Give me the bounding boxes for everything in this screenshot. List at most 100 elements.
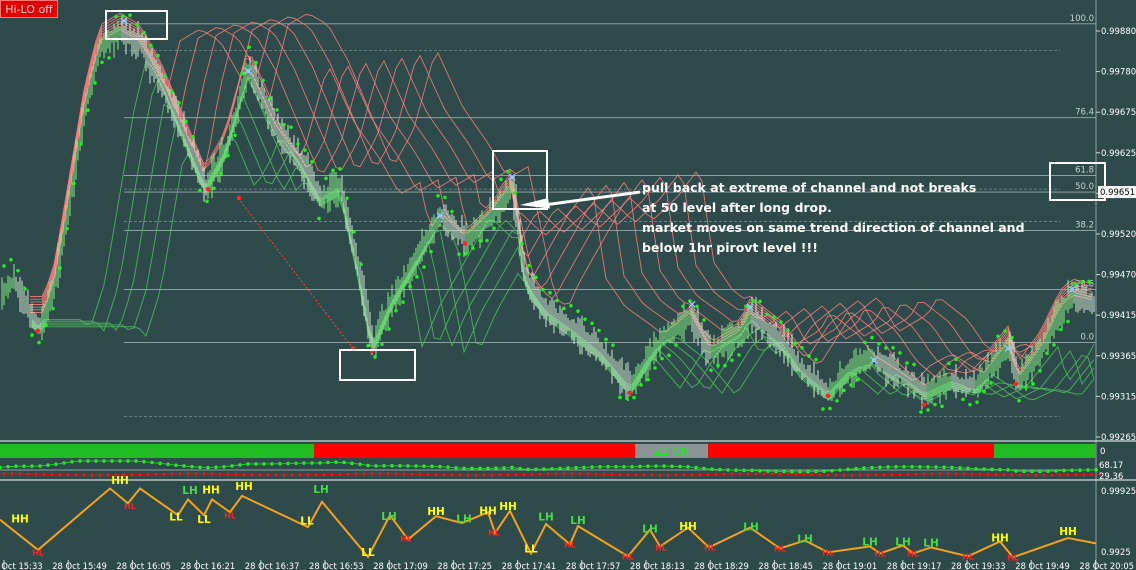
swing-label-7: LL <box>169 512 183 524</box>
parabolic-sar-dot <box>548 291 552 295</box>
swing-high-marker-4 <box>688 300 696 308</box>
x-tick-label: 28 Oct 16:21 <box>181 561 236 570</box>
swing-high-marker-2 <box>508 173 516 181</box>
parabolic-sar-dot <box>807 354 811 358</box>
parabolic-sar-dot <box>296 142 300 146</box>
parabolic-sar-dot <box>100 60 104 65</box>
swing-label-26: HL <box>655 543 667 552</box>
parabolic-sar-dot <box>282 122 286 127</box>
x-tick-label: 28 Oct 20:05 <box>1079 561 1134 570</box>
fib-label-76.4: 76.4 <box>1075 108 1094 118</box>
parabolic-sar-dot <box>891 345 895 350</box>
parabolic-sar-dot <box>702 318 706 322</box>
parabolic-sar-dot <box>331 168 335 173</box>
parabolic-sar-dot <box>961 397 965 402</box>
parabolic-sar-dot <box>828 406 832 411</box>
fib-label-0.0: 0.0 <box>1080 333 1094 343</box>
swing-label-34: HL <box>874 549 886 558</box>
parabolic-sar-dot <box>695 304 699 309</box>
parabolic-sar-dot <box>520 241 524 246</box>
swing-label-4: LH <box>182 485 197 497</box>
parabolic-sar-dot <box>954 357 958 362</box>
zigzag-line <box>0 487 1097 559</box>
swing-label-1: HL <box>32 548 44 557</box>
parabolic-sar-dot <box>254 60 258 65</box>
parabolic-sar-dot <box>289 125 293 129</box>
oscillator-value-1: 29.36 <box>1099 472 1123 482</box>
swing-label-17: HH <box>479 506 497 518</box>
y-tick-label: 0.99265 <box>1101 433 1136 443</box>
parabolic-sar-dot <box>618 395 622 400</box>
x-tick-label: 28 Oct 19:49 <box>1015 561 1070 570</box>
oscillator-value-0: 68.17 <box>1099 461 1123 471</box>
parabolic-sar-dot <box>436 194 440 198</box>
parabolic-sar-dot <box>37 340 41 345</box>
swing-high-marker-7 <box>1004 344 1012 353</box>
parabolic-sar-dot <box>863 340 867 345</box>
parabolic-sar-dot <box>373 355 377 359</box>
parabolic-sar-dot <box>345 196 349 201</box>
hilo-off-button[interactable]: Hi-LO off <box>0 0 58 18</box>
parabolic-sar-dot <box>429 249 433 254</box>
parabolic-sar-dot <box>758 299 762 304</box>
swing-high-marker-0 <box>120 17 128 25</box>
swing-label-41: HH <box>1059 526 1077 538</box>
parabolic-sar-dot <box>975 400 979 404</box>
parabolic-sar-dot <box>639 383 643 387</box>
parabolic-sar-dot <box>912 362 916 367</box>
parabolic-sar-dot <box>408 284 412 289</box>
parabolic-sar-dot <box>86 108 90 112</box>
x-tick-label: 28 Oct 18:13 <box>630 561 685 570</box>
parabolic-sar-dot <box>233 133 237 138</box>
parabolic-sar-dot <box>905 361 909 365</box>
y-tick-label: 0.99365 <box>1101 352 1136 362</box>
parabolic-sar-dot <box>107 56 111 60</box>
parabolic-sar-dot <box>569 303 573 308</box>
moving-average-red-5 <box>30 15 1093 360</box>
parabolic-sar-dot <box>793 341 797 346</box>
swing-high-marker-6 <box>870 356 878 364</box>
swing-high-marker-1 <box>244 67 252 75</box>
swing-label-21: LH <box>538 512 553 524</box>
x-tick-label: 28 Oct 19:17 <box>887 561 942 570</box>
parabolic-sar-dot <box>324 176 328 181</box>
parabolic-sar-dot <box>114 14 118 19</box>
parabolic-sar-dot <box>940 404 944 409</box>
parabolic-sar-dot <box>471 246 475 251</box>
annotation-arrow <box>543 190 641 207</box>
parabolic-sar-dot <box>583 317 587 322</box>
parabolic-sar-dot <box>786 328 790 333</box>
x-tick-label: 28 Oct 16:05 <box>116 561 171 570</box>
parabolic-sar-dot <box>534 275 538 280</box>
swing-label-13: LH <box>381 511 396 523</box>
parabolic-sar-dot <box>716 363 720 368</box>
parabolic-sar-dot <box>177 101 181 105</box>
swing-label-2: HH <box>111 475 129 487</box>
x-tick-label: 28 Oct 17:25 <box>437 561 492 570</box>
parabolic-sar-dot <box>527 263 531 268</box>
swing-low-marker-8 <box>921 402 927 407</box>
parabolic-sar-dot <box>2 264 6 268</box>
y-tick-label: 0.99470 <box>1101 271 1136 281</box>
zigzag-y-label-1: 0.9925 <box>1101 548 1131 558</box>
parabolic-sar-dot <box>1038 369 1042 373</box>
current-price-box <box>1098 186 1136 199</box>
parabolic-sar-dot <box>709 368 713 373</box>
parabolic-sar-dot <box>415 275 419 279</box>
swing-label-24: HL <box>622 552 634 561</box>
parabolic-sar-dot <box>184 119 188 124</box>
highlight-box-2 <box>339 349 416 381</box>
parabolic-sar-dot <box>821 407 825 411</box>
parabolic-sar-dot <box>968 402 972 407</box>
parabolic-sar-dot <box>275 108 279 112</box>
zz-on-toggle[interactable]: ZZ ON <box>635 444 708 458</box>
swing-label-14: HL <box>400 534 412 543</box>
parabolic-sar-dot <box>30 333 34 337</box>
axis-layer: 0.998800.997800.996750.996250.995700.995… <box>0 27 1136 570</box>
box-layer <box>105 10 1106 381</box>
swing-label-0: HH <box>11 514 29 526</box>
moving-average-red-4 <box>30 17 1093 373</box>
parabolic-sar-dot <box>590 321 594 326</box>
